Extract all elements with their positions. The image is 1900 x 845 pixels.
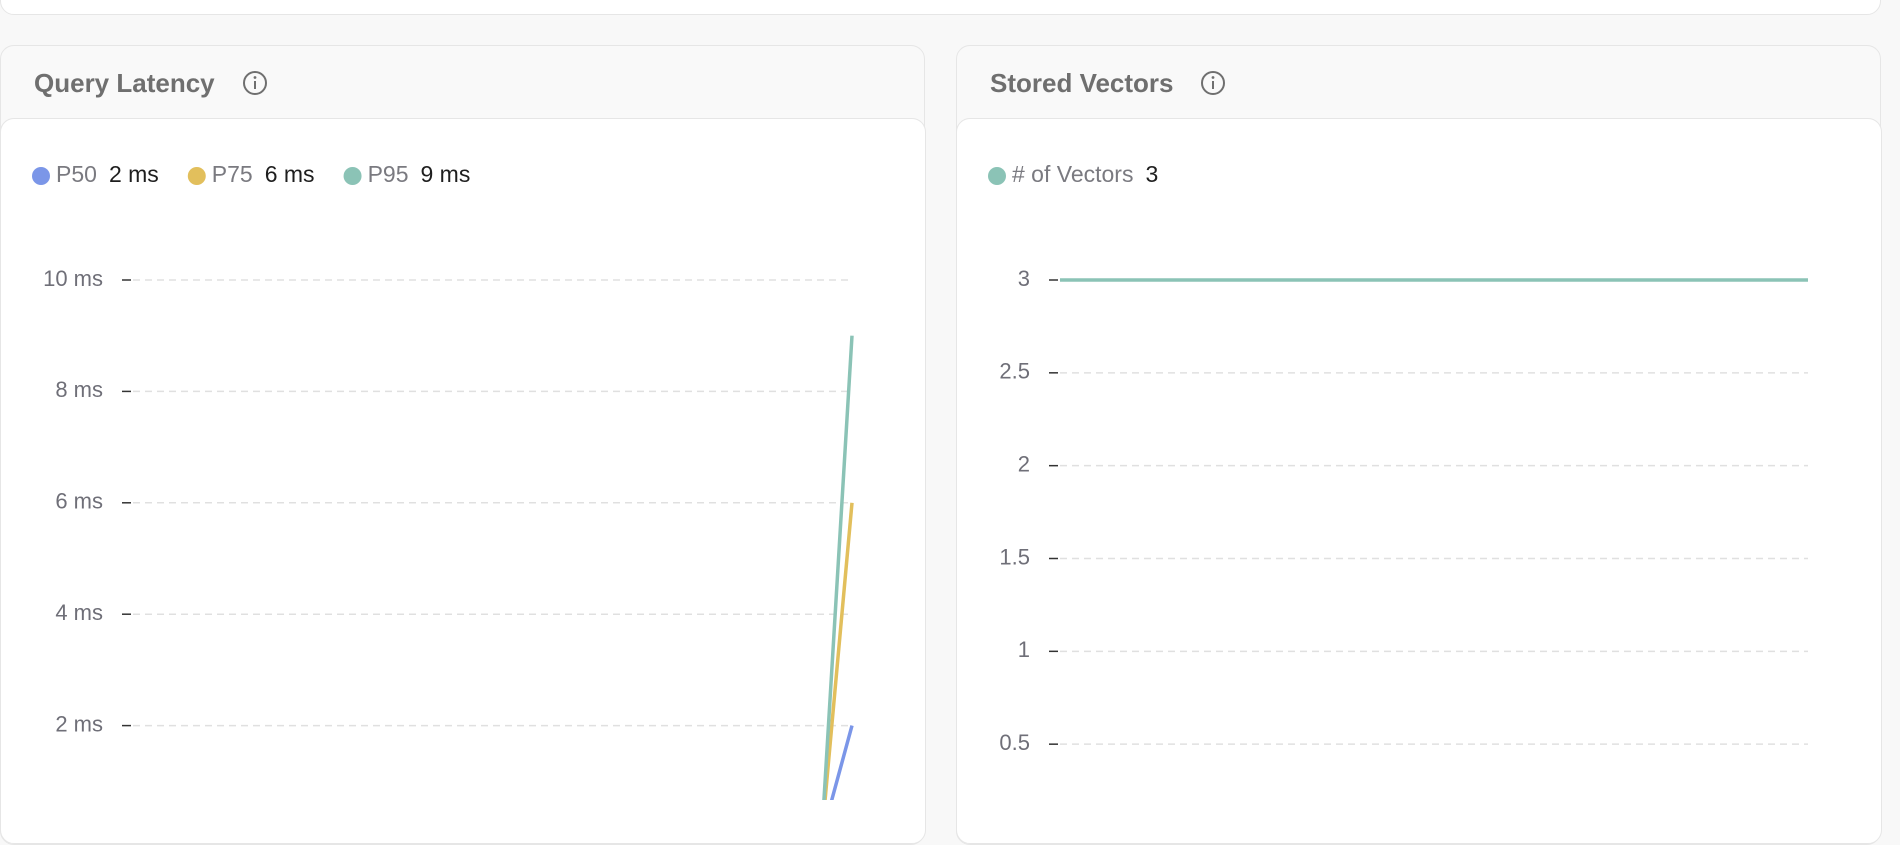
- legend-marker: [187, 167, 206, 185]
- chart-card: [955, 118, 1882, 844]
- legend-value: 3: [1145, 161, 1158, 187]
- legend-name: # of Vectors: [1012, 161, 1133, 187]
- y-tick-label: 2.5: [999, 359, 1030, 384]
- y-tick-label: 1: [1018, 637, 1030, 662]
- legend-marker: [343, 167, 362, 185]
- y-tick-label: 10 ms: [43, 266, 103, 291]
- y-tick-label: 2 ms: [55, 711, 103, 736]
- y-tick-label: 8 ms: [55, 377, 103, 402]
- legend-value: 2 ms: [109, 161, 159, 187]
- series-line: [829, 725, 854, 800]
- y-tick-label: 3: [1018, 266, 1030, 291]
- y-tick-label: 2: [1018, 451, 1030, 476]
- y-tick-label: 4 ms: [55, 600, 103, 625]
- y-tick-label: 1.5: [999, 544, 1030, 569]
- series-line: [822, 335, 854, 800]
- legend-name: P50: [56, 161, 97, 187]
- panel: Query Latency: [0, 45, 926, 845]
- panel-title: Stored Vectors: [990, 68, 1174, 98]
- legend-value: 6 ms: [265, 161, 315, 187]
- chart-card: [0, 118, 926, 844]
- legend-name: P75: [212, 161, 253, 187]
- legend-marker: [32, 167, 50, 185]
- legend-name: P95: [368, 161, 409, 187]
- charts: 2 ms 4 ms 6 ms 8 ms 10 ms P50 2 ms P75 6 ms P95 9 …: [32, 161, 1808, 800]
- series-line: [823, 502, 854, 800]
- legend-marker: [988, 167, 1006, 185]
- panel: Stored Vectors: [955, 45, 1882, 845]
- info-icon[interactable]: [1200, 70, 1226, 96]
- panel-title: Query Latency: [34, 68, 215, 98]
- legend-value: 9 ms: [421, 161, 471, 187]
- info-icon[interactable]: [242, 70, 268, 96]
- y-tick-label: 0.5: [999, 730, 1030, 755]
- y-tick-label: 6 ms: [55, 489, 103, 514]
